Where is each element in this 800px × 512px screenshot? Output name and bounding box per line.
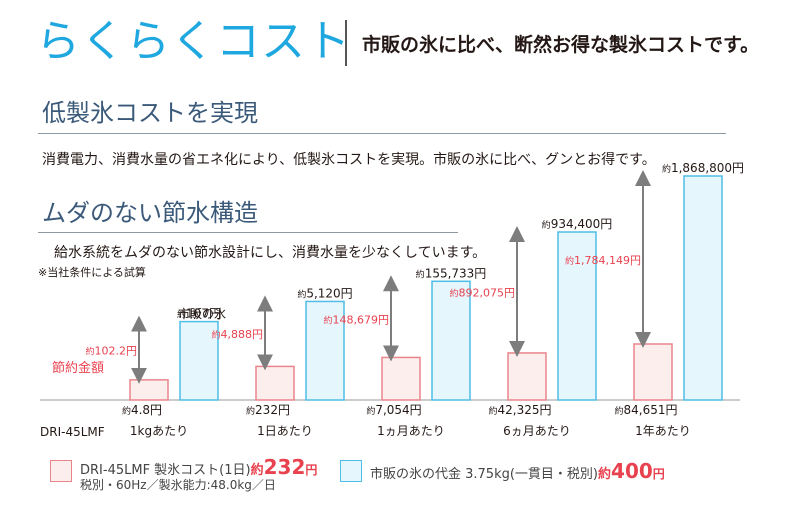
section-rule-cost bbox=[38, 133, 726, 134]
legend-own-line2: 税別・60Hz／製氷能力:48.0kg／日 bbox=[80, 478, 276, 492]
category-label: 1ヵ月あたり bbox=[377, 424, 445, 438]
own-cost-bar bbox=[255, 365, 295, 401]
own-value-label: 約84,651円 bbox=[614, 403, 677, 417]
legend-store-unit: 円 bbox=[652, 467, 665, 481]
own-cost-bar bbox=[507, 352, 547, 401]
store-value-label: 約1,868,800円 bbox=[662, 161, 744, 175]
page-title: らくらくコスト bbox=[36, 16, 351, 67]
savings-value-label: 約148,679円 bbox=[323, 313, 389, 326]
store-value-label: 約5,120円 bbox=[297, 286, 352, 300]
section-text-cost: 消費電力、消費水量の省エネ化により、低製氷コストを実現。市販の氷に比べ、グンとお… bbox=[42, 152, 656, 168]
category-label: 1kgあたり bbox=[130, 424, 188, 438]
legend-store-line: 市販の氷の代金 3.75kg(一貫目・税別)約400円 bbox=[370, 461, 665, 483]
store-value-label: 約107円 bbox=[177, 307, 221, 321]
tagline: 市販の氷に比べ、断然お得な製氷コストです。 bbox=[362, 34, 760, 56]
savings-value-label: 約4,888円 bbox=[211, 328, 263, 341]
section-rule-water bbox=[38, 232, 458, 233]
store-value-label: 約934,400円 bbox=[542, 217, 613, 231]
legend-store-prefix: 市販の氷の代金 3.75kg(一貫目・税別) bbox=[370, 467, 599, 482]
legend-store-swatch bbox=[340, 460, 362, 482]
own-value-label: 約232円 bbox=[246, 403, 290, 417]
legend-own-unit: 円 bbox=[305, 463, 318, 477]
estimate-note: ※当社条件による試算 bbox=[38, 266, 146, 279]
legend-own-value: 232 bbox=[263, 455, 306, 479]
own-value-label: 約7,054円 bbox=[366, 403, 421, 417]
store-cost-bar bbox=[683, 175, 723, 401]
savings-label: 節約金額 bbox=[52, 360, 104, 376]
savings-value-label: 約892,075円 bbox=[449, 286, 515, 299]
section-text-water: 給水系統をムダのない節水設計にし、消費水量を少なくしています。 bbox=[54, 245, 487, 261]
store-value-label: 約155,733円 bbox=[416, 266, 487, 280]
model-label: DRI-45LMF bbox=[40, 425, 105, 439]
store-cost-bar bbox=[179, 320, 219, 401]
savings-value-label: 約1,784,149円 bbox=[565, 254, 641, 267]
own-cost-bar bbox=[633, 343, 673, 401]
category-label: 1年あたり bbox=[635, 424, 691, 438]
section-heading-water: ムダのない節水構造 bbox=[42, 199, 258, 227]
store-cost-bar bbox=[431, 280, 471, 401]
category-label: 1日あたり bbox=[257, 424, 313, 438]
store-cost-bar bbox=[557, 231, 597, 401]
legend-own-approx: 約 bbox=[250, 463, 264, 478]
own-cost-bar bbox=[129, 379, 169, 401]
store-series-label: 市販の氷 bbox=[178, 306, 226, 321]
legend-own-swatch bbox=[50, 460, 72, 482]
savings-value-label: 約102.2円 bbox=[85, 345, 137, 358]
legend-own-prefix: DRI-45LMF 製氷コスト(1日) bbox=[80, 463, 251, 478]
legend-store-approx: 約 bbox=[598, 467, 612, 482]
own-cost-bar bbox=[381, 356, 421, 401]
own-value-label: 約42,325円 bbox=[488, 403, 551, 417]
legend-store-value: 400 bbox=[611, 459, 653, 483]
category-label: 6ヵ月あたり bbox=[503, 424, 571, 438]
legend-own-line1: DRI-45LMF 製氷コスト(1日)約232円 bbox=[80, 457, 318, 479]
own-value-label: 約4.8円 bbox=[122, 403, 162, 417]
store-cost-bar bbox=[305, 300, 345, 401]
section-heading-cost: 低製氷コストを実現 bbox=[42, 99, 258, 127]
title-divider bbox=[345, 20, 347, 66]
